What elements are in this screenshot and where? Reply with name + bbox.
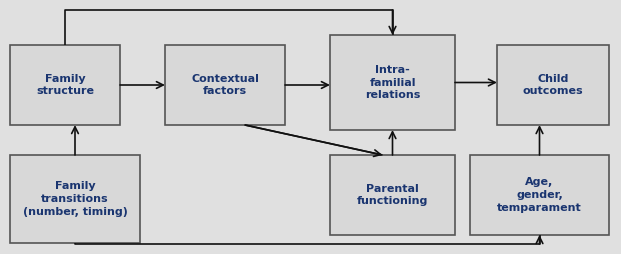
Bar (470, 155, 609, 235)
Text: Family
structure: Family structure (36, 74, 94, 97)
Text: Age,
gender,
temparament: Age, gender, temparament (497, 177, 582, 213)
Bar (330, 35, 455, 130)
Bar (10, 155, 140, 243)
Text: Family
transitions
(number, timing): Family transitions (number, timing) (22, 181, 127, 217)
Bar (165, 45, 285, 125)
Text: Intra-
familial
relations: Intra- familial relations (365, 65, 420, 100)
Bar (330, 155, 455, 235)
Bar (10, 45, 120, 125)
Bar (497, 45, 609, 125)
Text: Contextual
factors: Contextual factors (191, 74, 259, 97)
Text: Parental
functioning: Parental functioning (357, 184, 428, 207)
Text: Child
outcomes: Child outcomes (523, 74, 583, 97)
